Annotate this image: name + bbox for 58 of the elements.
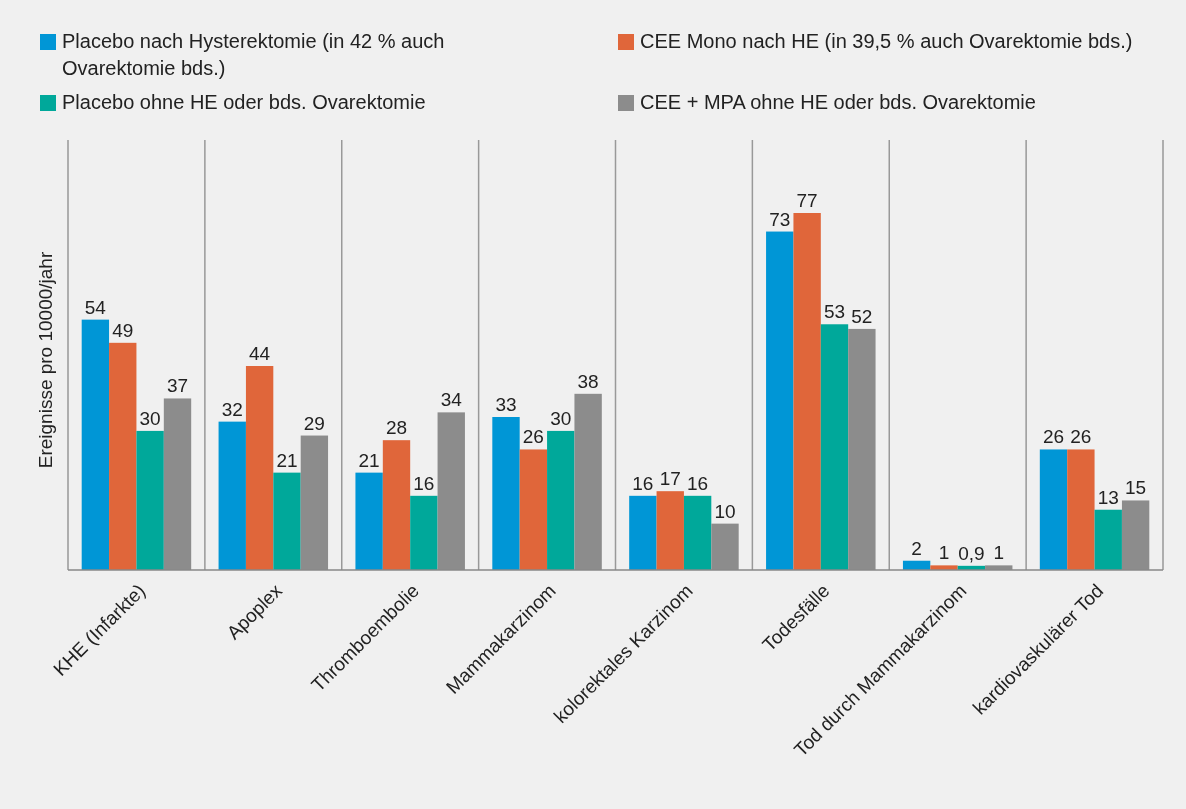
bar: [1094, 509, 1122, 570]
data-label: 37: [166, 375, 189, 397]
data-label: 54: [84, 296, 107, 318]
bar: [1067, 449, 1095, 570]
bar: [355, 472, 383, 570]
data-label: 49: [112, 319, 134, 341]
data-label: 2: [911, 537, 922, 559]
data-label: 52: [851, 305, 873, 327]
data-label: 16: [413, 472, 435, 494]
bar: [793, 213, 821, 570]
data-label: 29: [303, 412, 325, 434]
data-label: 30: [139, 407, 161, 429]
data-label: 26: [1070, 426, 1092, 448]
data-label: 17: [659, 468, 681, 490]
data-label: 30: [550, 407, 572, 429]
bar: [136, 430, 164, 570]
data-label: 32: [221, 398, 243, 420]
data-label: 16: [687, 472, 709, 494]
bar: [766, 231, 794, 570]
bar: [109, 342, 137, 570]
bar: [683, 495, 712, 570]
bar: [382, 440, 411, 570]
bar: [656, 491, 684, 570]
data-label: 13: [1097, 486, 1119, 508]
bar: [519, 449, 548, 570]
bar: [820, 324, 849, 570]
data-label: 33: [495, 394, 517, 415]
data-label: 38: [577, 370, 599, 392]
legend-label: CEE Mono nach HE (in 39,5 % auch Ovarektomie bds.): [640, 30, 1133, 52]
data-label: 16: [632, 472, 654, 494]
bar: [245, 366, 274, 570]
data-label: 26: [522, 426, 544, 448]
data-label: 1: [938, 542, 950, 564]
y-axis-title: Ereignisse pro 10000/jahr: [35, 251, 56, 469]
data-label: 28: [385, 417, 408, 439]
data-label: 34: [440, 389, 463, 411]
legend-label: Placebo ohne HE oder bds. Ovarektomie: [62, 91, 426, 113]
bar: [218, 421, 246, 570]
legend-label: Placebo nach Hysterektomie (in 42 % auch Ovarektomie bds.): [62, 30, 445, 79]
bar: [547, 430, 575, 570]
data-label: 26: [1042, 426, 1065, 448]
data-label: 77: [796, 190, 818, 211]
bar: [629, 495, 657, 570]
data-label: 0,9: [958, 542, 985, 564]
data-label: 21: [276, 449, 298, 471]
data-label: 15: [1125, 477, 1147, 499]
data-label: 53: [823, 301, 846, 323]
data-label: 10: [714, 500, 736, 522]
bar: [273, 472, 301, 570]
bar: [1039, 449, 1068, 570]
bar: [492, 417, 520, 570]
bar: [81, 319, 110, 570]
bar: [410, 495, 438, 570]
data-label: 44: [249, 343, 271, 364]
data-label: 73: [769, 208, 791, 230]
data-label: 21: [358, 449, 380, 471]
legend-label: CEE + MPA ohne HE oder bds. Ovarektomie: [640, 91, 1036, 113]
data-label: 1: [993, 542, 1005, 564]
